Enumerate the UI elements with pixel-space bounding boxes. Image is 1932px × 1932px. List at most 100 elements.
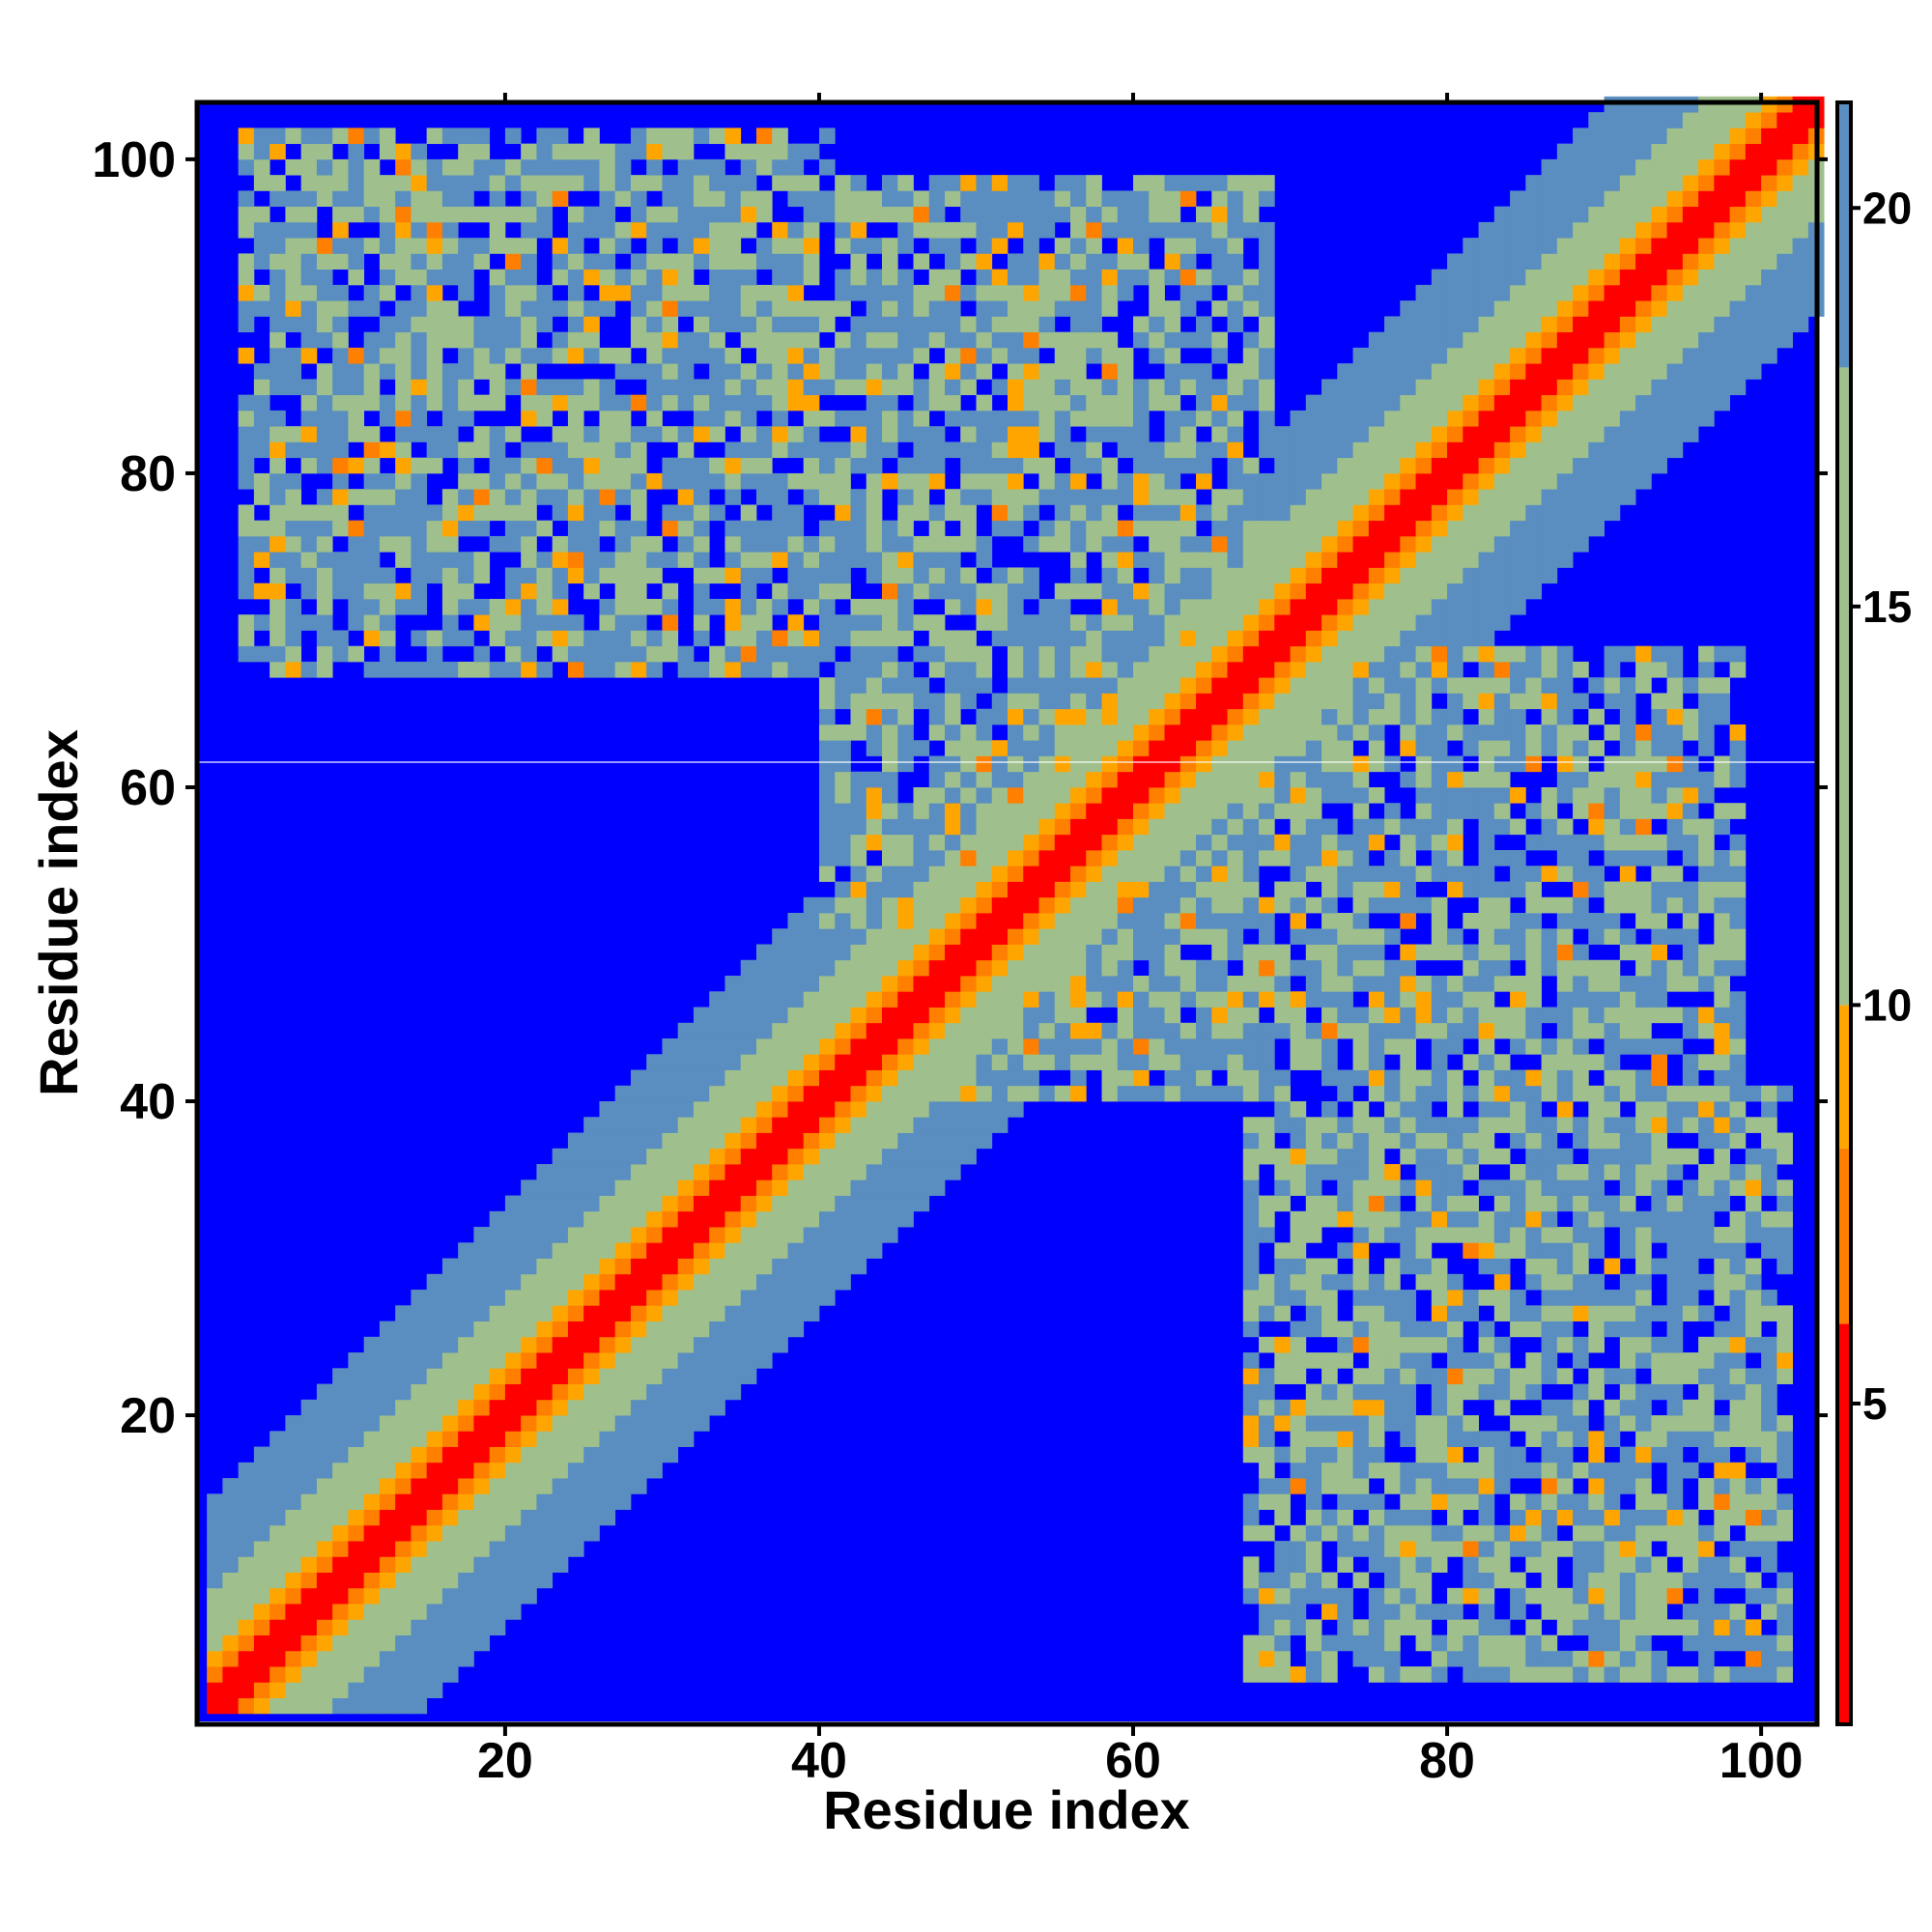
heatmap-cell — [1070, 1054, 1087, 1070]
heatmap-cell — [772, 363, 788, 380]
heatmap-cell — [1211, 645, 1228, 663]
heatmap-cell — [1510, 1493, 1526, 1510]
heatmap-cell — [521, 1383, 537, 1401]
heatmap-cell — [1117, 363, 1134, 380]
heatmap-cell — [897, 614, 914, 631]
heatmap-cell — [787, 1117, 805, 1133]
heatmap-cell — [803, 1179, 820, 1196]
heatmap-cell — [567, 284, 584, 301]
heatmap-cell — [1384, 1069, 1401, 1087]
heatmap-cell — [928, 724, 946, 741]
heatmap-cell — [1541, 1556, 1558, 1573]
heatmap-cell — [1259, 175, 1275, 191]
heatmap-cell — [1321, 1572, 1338, 1589]
heatmap-cell — [755, 143, 773, 160]
heatmap-cell — [1478, 1258, 1495, 1275]
heatmap-cell — [1415, 1022, 1433, 1039]
heatmap-cell — [818, 1290, 836, 1306]
heatmap-cell — [1337, 881, 1353, 898]
heatmap-cell — [772, 1101, 788, 1118]
heatmap-cell — [1008, 347, 1024, 364]
heatmap-cell — [850, 786, 867, 804]
heatmap-cell — [1242, 1179, 1260, 1196]
heatmap-cell — [1431, 1383, 1448, 1401]
heatmap-cell — [536, 1509, 554, 1526]
heatmap-cell — [567, 535, 584, 553]
heatmap-cell — [536, 143, 554, 160]
heatmap-cell — [536, 394, 554, 412]
heatmap-cell — [300, 552, 318, 568]
heatmap-cell — [536, 1572, 554, 1589]
heatmap-cell — [1023, 1054, 1039, 1070]
heatmap-cell — [740, 300, 757, 317]
heatmap-cell — [1431, 677, 1448, 694]
heatmap-cell — [1415, 1210, 1433, 1228]
heatmap-cell — [897, 567, 914, 584]
heatmap-cell — [709, 1038, 725, 1055]
heatmap-cell — [1086, 677, 1102, 694]
heatmap-cell — [709, 221, 725, 239]
heatmap-cell — [1242, 849, 1260, 867]
heatmap-cell — [991, 457, 1009, 474]
heatmap-cell — [1352, 426, 1370, 442]
heatmap-cell — [285, 190, 302, 208]
heatmap-cell — [599, 1352, 616, 1369]
heatmap-cell — [1400, 1054, 1416, 1070]
heatmap-cell — [1321, 1634, 1338, 1652]
heatmap-cell — [1164, 535, 1181, 553]
heatmap-cell — [567, 316, 584, 333]
heatmap-cell — [270, 1509, 286, 1526]
heatmap-cell — [253, 410, 270, 427]
heatmap-cell — [724, 1336, 742, 1353]
heatmap-cell — [1368, 708, 1385, 725]
heatmap-cell — [913, 190, 930, 208]
heatmap-cell — [1431, 1085, 1448, 1102]
heatmap-cell — [1368, 1352, 1385, 1369]
heatmap-cell — [913, 1164, 930, 1180]
heatmap-cell — [332, 552, 349, 568]
heatmap-cell — [803, 1273, 820, 1291]
heatmap-cell — [1368, 331, 1385, 349]
heatmap-cell — [441, 1446, 459, 1463]
heatmap-cell — [332, 158, 349, 176]
heatmap-cell — [1133, 991, 1150, 1008]
heatmap-cell — [300, 1462, 318, 1479]
heatmap-cell — [348, 567, 365, 584]
heatmap-cell — [755, 567, 773, 584]
heatmap-cell — [1493, 1022, 1511, 1039]
heatmap-cell — [1525, 677, 1542, 694]
heatmap-cell — [1384, 1478, 1401, 1494]
heatmap-cell — [583, 426, 600, 442]
heatmap-cell — [536, 1179, 554, 1196]
heatmap-cell — [976, 1101, 993, 1118]
heatmap-cell — [881, 866, 898, 882]
heatmap-cell — [1493, 1431, 1511, 1447]
heatmap-cell — [677, 1352, 695, 1369]
heatmap-cell — [818, 1210, 836, 1228]
heatmap-cell — [866, 677, 883, 694]
heatmap-cell — [1008, 944, 1024, 961]
heatmap-cell — [285, 1697, 302, 1715]
heatmap-cell — [835, 552, 851, 568]
heatmap-cell — [1384, 1179, 1401, 1196]
heatmap-cell — [504, 1210, 522, 1228]
heatmap-cell — [1447, 881, 1463, 898]
heatmap-cell — [332, 1399, 349, 1416]
heatmap-cell — [567, 472, 584, 490]
heatmap-cell — [521, 1478, 537, 1494]
heatmap-cell — [426, 1399, 443, 1416]
heatmap-cell — [1227, 786, 1244, 804]
heatmap-cell — [473, 1541, 491, 1557]
heatmap-cell — [1164, 316, 1181, 333]
heatmap-cell — [1179, 991, 1197, 1008]
heatmap-cell — [285, 1541, 302, 1557]
heatmap-cell — [1384, 1666, 1401, 1683]
heatmap-cell — [944, 818, 961, 836]
heatmap-cell — [583, 1431, 600, 1447]
heatmap-cell — [818, 944, 836, 961]
heatmap-cell — [1117, 896, 1134, 914]
heatmap-cell — [1259, 771, 1275, 788]
heatmap-cell — [426, 1493, 443, 1510]
heatmap-cell — [850, 1007, 867, 1024]
heatmap-cell — [1290, 645, 1307, 663]
